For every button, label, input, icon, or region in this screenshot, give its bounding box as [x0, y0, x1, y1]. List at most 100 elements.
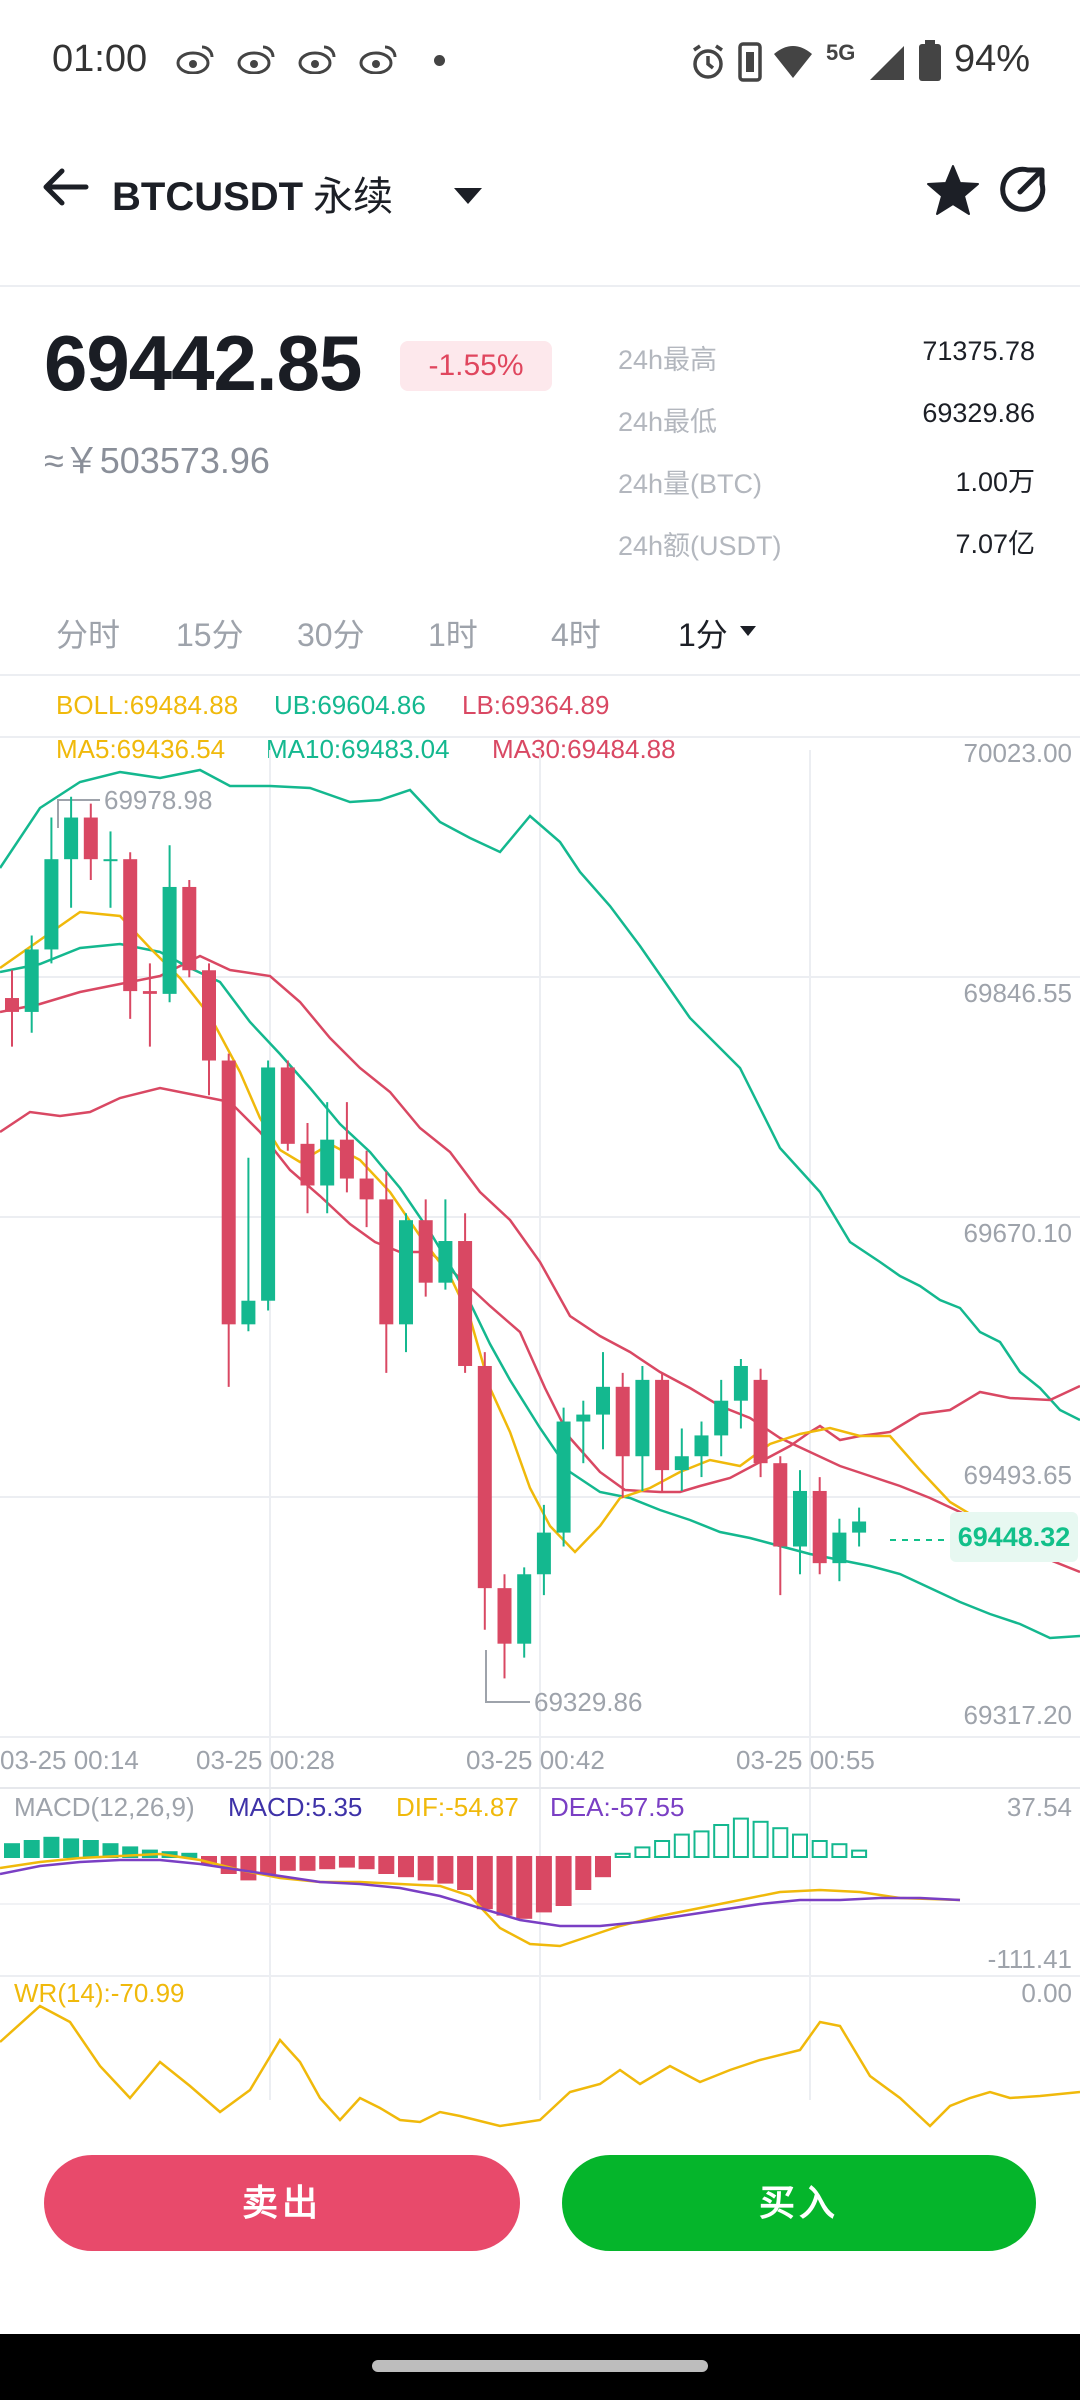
contract-type: 永续	[313, 175, 394, 219]
price-axis-label: 69846.55	[963, 978, 1072, 1008]
weibo-icon	[298, 45, 336, 74]
last-price-tag: 69448.32	[950, 1512, 1078, 1562]
macd-bar	[358, 1856, 375, 1870]
interval-tabs: 分时 15分 30分 1时 4时 1分	[0, 590, 1080, 676]
candles-group	[5, 796, 867, 1679]
candle-body	[576, 1414, 591, 1422]
macd-axis-top: 37.54	[1006, 1792, 1072, 1822]
macd-bar	[476, 1856, 493, 1910]
buy-button[interactable]: 买入	[562, 2155, 1036, 2251]
macd-bar	[732, 1817, 749, 1858]
low-marker: 69329.86	[485, 1650, 642, 1717]
macd-bar	[752, 1820, 769, 1859]
candle-body	[477, 1365, 492, 1589]
tab-1m[interactable]: 1分	[678, 617, 728, 653]
alarm-icon	[693, 44, 723, 79]
macd-bar	[575, 1856, 592, 1890]
low-marker-label: 69329.86	[534, 1687, 642, 1717]
candle-body	[320, 1139, 335, 1186]
macd-bar	[535, 1856, 552, 1913]
time-axis-label: 03-25 00:28	[196, 1745, 335, 1775]
candle-body	[458, 1241, 473, 1366]
home-indicator[interactable]	[372, 2360, 708, 2372]
tab-15m[interactable]: 15分	[176, 617, 244, 653]
candle-body	[399, 1220, 413, 1325]
candle-body	[753, 1379, 768, 1464]
battery-percent: 94%	[953, 38, 1030, 80]
candle-body	[182, 886, 197, 971]
tab-30m[interactable]: 30分	[297, 617, 365, 653]
macd-bar	[23, 1840, 40, 1858]
weibo-icon	[237, 45, 275, 74]
ma5-value: MA5:69436.54	[56, 734, 226, 764]
price-axis-label: 69317.20	[963, 1700, 1072, 1730]
macd-bar	[437, 1856, 454, 1884]
candlestick-chart[interactable]: 69978.98 69329.86	[0, 720, 1080, 2140]
candle-body	[773, 1463, 788, 1547]
app-header: BTCUSDT 永续	[0, 120, 1080, 287]
candle-body	[517, 1574, 532, 1644]
wr-axis-top: 0.00	[1021, 1978, 1072, 2008]
candle-body	[852, 1521, 867, 1533]
candle-body	[655, 1379, 670, 1471]
time-axis-label: 03-25 00:42	[466, 1745, 605, 1775]
price-axis-label: 70023.00	[963, 738, 1072, 768]
signal-icon	[870, 46, 904, 80]
candle-body	[793, 1490, 807, 1547]
time-axis-label: 03-25 00:55	[736, 1745, 875, 1775]
wr-line	[0, 2004, 1080, 2128]
battery-icon	[919, 40, 941, 81]
high-marker: 69978.98	[57, 785, 212, 828]
tab-1h[interactable]: 1时	[428, 617, 478, 653]
macd-bar	[122, 1846, 139, 1859]
candle-body	[5, 998, 19, 1012]
wr-title: WR(14):-70.99	[14, 1978, 185, 2008]
candle-body	[536, 1532, 551, 1575]
macd-bar	[516, 1856, 533, 1919]
price-axis-label: 69493.65	[963, 1460, 1072, 1490]
candle-body	[379, 1199, 394, 1325]
caret-down-icon[interactable]	[738, 624, 758, 638]
tab-4h[interactable]: 4时	[551, 617, 601, 653]
stat-label-low: 24h最低	[618, 407, 718, 437]
macd-bar	[772, 1827, 789, 1858]
ma10-value: MA10:69483.04	[266, 734, 450, 764]
stat-value-volume: 1.00万	[955, 467, 1035, 497]
macd-bar	[4, 1843, 20, 1858]
tab-timeshare[interactable]: 分时	[56, 617, 121, 653]
macd-bar	[792, 1833, 808, 1858]
chevron-down-icon[interactable]	[448, 176, 488, 216]
stat-label-high: 24h最高	[618, 345, 718, 375]
candle-body	[142, 991, 157, 994]
stat-label-turnover: 24h额(USDT)	[618, 531, 782, 561]
macd-bar	[634, 1846, 651, 1859]
candle-body	[694, 1435, 709, 1457]
back-arrow-icon[interactable]	[40, 162, 90, 212]
candle-body	[64, 817, 79, 860]
network-type: 5G	[826, 40, 856, 65]
macd-bar	[279, 1856, 296, 1871]
macd-bar	[693, 1830, 710, 1859]
price-axis-label: 69670.10	[963, 1218, 1072, 1248]
notification-dot-icon	[434, 55, 445, 66]
candle-body	[359, 1178, 374, 1200]
symbol-name: BTCUSDT	[112, 175, 304, 219]
macd-bar	[378, 1856, 395, 1874]
candle-body	[812, 1490, 827, 1564]
macd-bar	[240, 1856, 257, 1881]
ma5-line	[0, 910, 1021, 1554]
candle-body	[438, 1241, 453, 1283]
candle-body	[103, 859, 118, 862]
symbol-title[interactable]: BTCUSDT 永续	[112, 164, 393, 222]
share-icon[interactable]	[998, 164, 1048, 214]
ub-value: UB:69604.86	[274, 690, 426, 720]
macd-bar	[614, 1852, 631, 1859]
candle-body	[300, 1143, 315, 1186]
candle-body	[418, 1220, 433, 1283]
macd-bar	[398, 1856, 414, 1878]
sell-button[interactable]: 卖出	[44, 2155, 520, 2251]
macd-bar	[338, 1856, 355, 1868]
favorite-star-icon[interactable]	[924, 162, 982, 220]
macd-bar	[319, 1856, 336, 1870]
candle-body	[832, 1532, 847, 1564]
